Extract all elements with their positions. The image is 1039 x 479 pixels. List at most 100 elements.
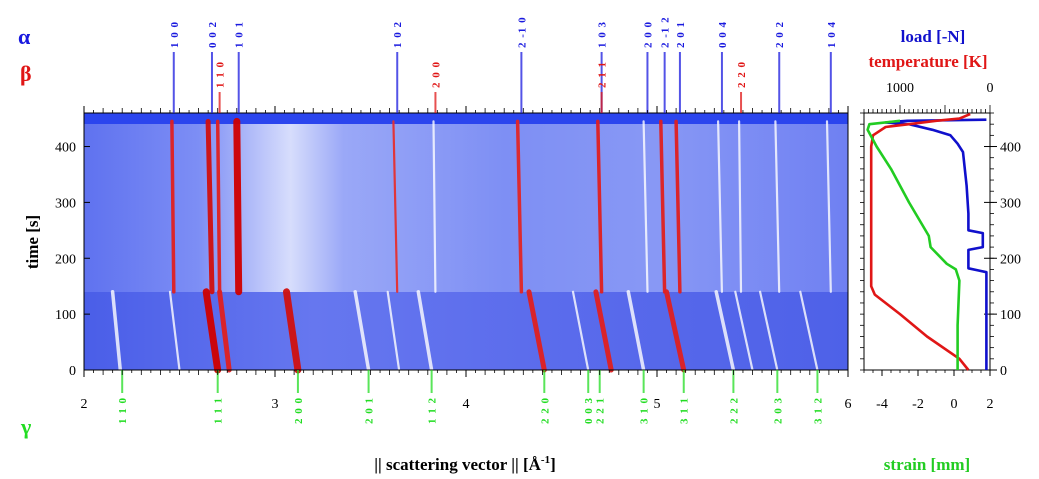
- side-y-tick-label-0: 0: [1000, 364, 1007, 379]
- side-y-tick-label-2: 200: [1000, 252, 1021, 267]
- side-panel-axes: -4 -2 0 2 1000 0 0 100 200 300 400: [860, 81, 1021, 412]
- gamma-marker-label-0: 1 1 0: [117, 397, 129, 424]
- y-tick-label-4: 400: [55, 141, 76, 156]
- gamma-marker-label-9: 3 1 1: [679, 397, 691, 424]
- trace-alpha-10: [674, 119, 682, 294]
- trace-gamma-28: [714, 290, 736, 372]
- y-tick-label-0: 0: [69, 364, 76, 379]
- beta-marker-label-3: 2 2 0: [736, 61, 748, 88]
- gamma-marker-label-8: 3 1 0: [639, 397, 651, 424]
- gamma-marker-label-7: 2 2 1: [595, 397, 607, 424]
- trace-alpha-6: [515, 119, 524, 294]
- x-tick-label-3: 5: [654, 397, 661, 412]
- trace-gamma-23: [526, 289, 547, 373]
- heatmap-axes: 2 3 4 5 6 0 100 200 300 400: [55, 106, 852, 412]
- alpha-marker-label-6: 2 0 0: [643, 21, 655, 48]
- gamma-marker-label-6: 0 0 3: [583, 397, 595, 424]
- gamma-marker-label-12: 3 1 2: [812, 397, 824, 424]
- trace-alpha-0: [170, 119, 176, 294]
- trace-alpha-4: [392, 120, 399, 293]
- trace-gamma-22: [416, 290, 434, 372]
- trace-gamma-30: [758, 290, 779, 372]
- alpha-marker-label-4: 2 -1 0: [516, 16, 528, 48]
- strain-tick-label-1: -2: [912, 397, 924, 412]
- heatmap-background-upper: [84, 124, 848, 292]
- y-axis-label: time [s]: [23, 215, 42, 269]
- side-panel: -4 -2 0 2 1000 0 0 100 200 300 400: [860, 81, 1021, 412]
- trace-gamma-31: [799, 290, 819, 372]
- alpha-marker-label-3: 1 0 2: [392, 21, 404, 48]
- side-panel-series: [866, 112, 988, 371]
- alpha-marker-label-9: 0 0 4: [717, 21, 729, 48]
- gamma-marker-label-3: 2 0 1: [364, 397, 376, 424]
- x-tick-label-1: 3: [272, 397, 279, 412]
- alpha-marker-label-2: 1 0 1: [234, 21, 246, 48]
- strain-tick-label-3: 2: [987, 397, 994, 412]
- gamma-marker-label-5: 2 2 0: [539, 397, 551, 424]
- gamma-marker-label-10: 2 2 2: [728, 397, 740, 424]
- side-panel-frame: [863, 112, 991, 371]
- trace-gamma-18: [217, 289, 232, 373]
- trace-gamma-21: [386, 290, 401, 372]
- heatmap-top-band: [84, 113, 848, 124]
- strain-tick-label-0: -4: [876, 397, 888, 412]
- trace-alpha-9: [659, 119, 667, 294]
- heatmap-background-lower: [84, 292, 848, 370]
- diffraction-traces: [110, 117, 832, 374]
- heatmap-area: [83, 112, 849, 374]
- beta-reflection-markers: 1 1 0 2 0 0 2 1 1 2 2 0: [215, 61, 748, 113]
- trace-beta-2: [215, 119, 222, 294]
- trace-alpha-14: [825, 120, 832, 293]
- gamma-marker-label-1: 1 1 1: [213, 397, 225, 424]
- trace-gamma-15: [110, 290, 123, 372]
- alpha-marker-label-10: 2 0 2: [774, 21, 786, 48]
- y-tick-label-1: 100: [55, 308, 76, 323]
- x-tick-label-0: 2: [81, 397, 88, 412]
- trace-beta-5: [432, 120, 437, 293]
- alpha-marker-label-0: 1 0 0: [169, 21, 181, 48]
- trace-gamma-24: [571, 290, 590, 372]
- alpha-marker-label-11: 1 0 4: [826, 21, 838, 48]
- trace-gamma-17: [202, 288, 222, 374]
- alpha-marker-label-8: 2 0 1: [675, 21, 687, 48]
- alpha-marker-label-1: 0 0 2: [207, 21, 219, 48]
- trace-gamma-27: [664, 289, 687, 373]
- trace-alpha-13: [774, 120, 781, 293]
- gamma-marker-label-11: 2 0 3: [772, 397, 784, 424]
- trace-gamma-25: [593, 289, 614, 373]
- series-line-1: [869, 112, 971, 371]
- trace-gamma-29: [734, 290, 754, 372]
- gamma-marker-label-2: 2 0 0: [293, 397, 305, 424]
- trace-gamma-26: [626, 290, 646, 372]
- temperature-tick-label-0: 1000: [886, 81, 914, 96]
- load-label: load [-N]: [901, 27, 966, 46]
- side-y-tick-label-3: 300: [1000, 196, 1021, 211]
- y-tick-label-2: 200: [55, 252, 76, 267]
- alpha-symbol: α: [18, 24, 31, 49]
- beta-marker-label-1: 2 0 0: [430, 61, 442, 88]
- trace-alpha-8: [642, 120, 649, 293]
- strain-label: strain [mm]: [884, 455, 970, 474]
- trace-gamma-16: [168, 290, 181, 372]
- trace-alpha-1: [205, 118, 215, 295]
- trace-beta-7: [596, 119, 604, 294]
- trace-gamma-19: [283, 288, 302, 374]
- beta-marker-label-2: 2 1 1: [597, 61, 609, 88]
- alpha-marker-label-7: 2 -1 2: [660, 16, 672, 48]
- strain-tick-label-2: 0: [951, 397, 958, 412]
- beta-marker-label-0: 1 1 0: [215, 61, 227, 88]
- gamma-marker-label-4: 1 1 2: [427, 397, 439, 424]
- y-tick-label-3: 300: [55, 196, 76, 211]
- alpha-reflection-markers: 1 0 0 0 0 2 1 0 1 1 0 2 2 -1 0 1 0 3 2 0 0 2 -1…: [169, 16, 838, 113]
- alpha-marker-label-5: 1 0 3: [597, 21, 609, 48]
- gamma-symbol: γ: [20, 414, 31, 439]
- x-axis-label: || scattering vector || [Å-1]: [374, 454, 556, 474]
- x-tick-label-4: 6: [845, 397, 852, 412]
- series-line-2: [866, 119, 961, 370]
- trace-beta-12: [737, 120, 743, 293]
- trace-gamma-20: [353, 290, 371, 372]
- x-tick-label-2: 4: [463, 397, 470, 412]
- side-y-tick-label-4: 400: [1000, 141, 1021, 156]
